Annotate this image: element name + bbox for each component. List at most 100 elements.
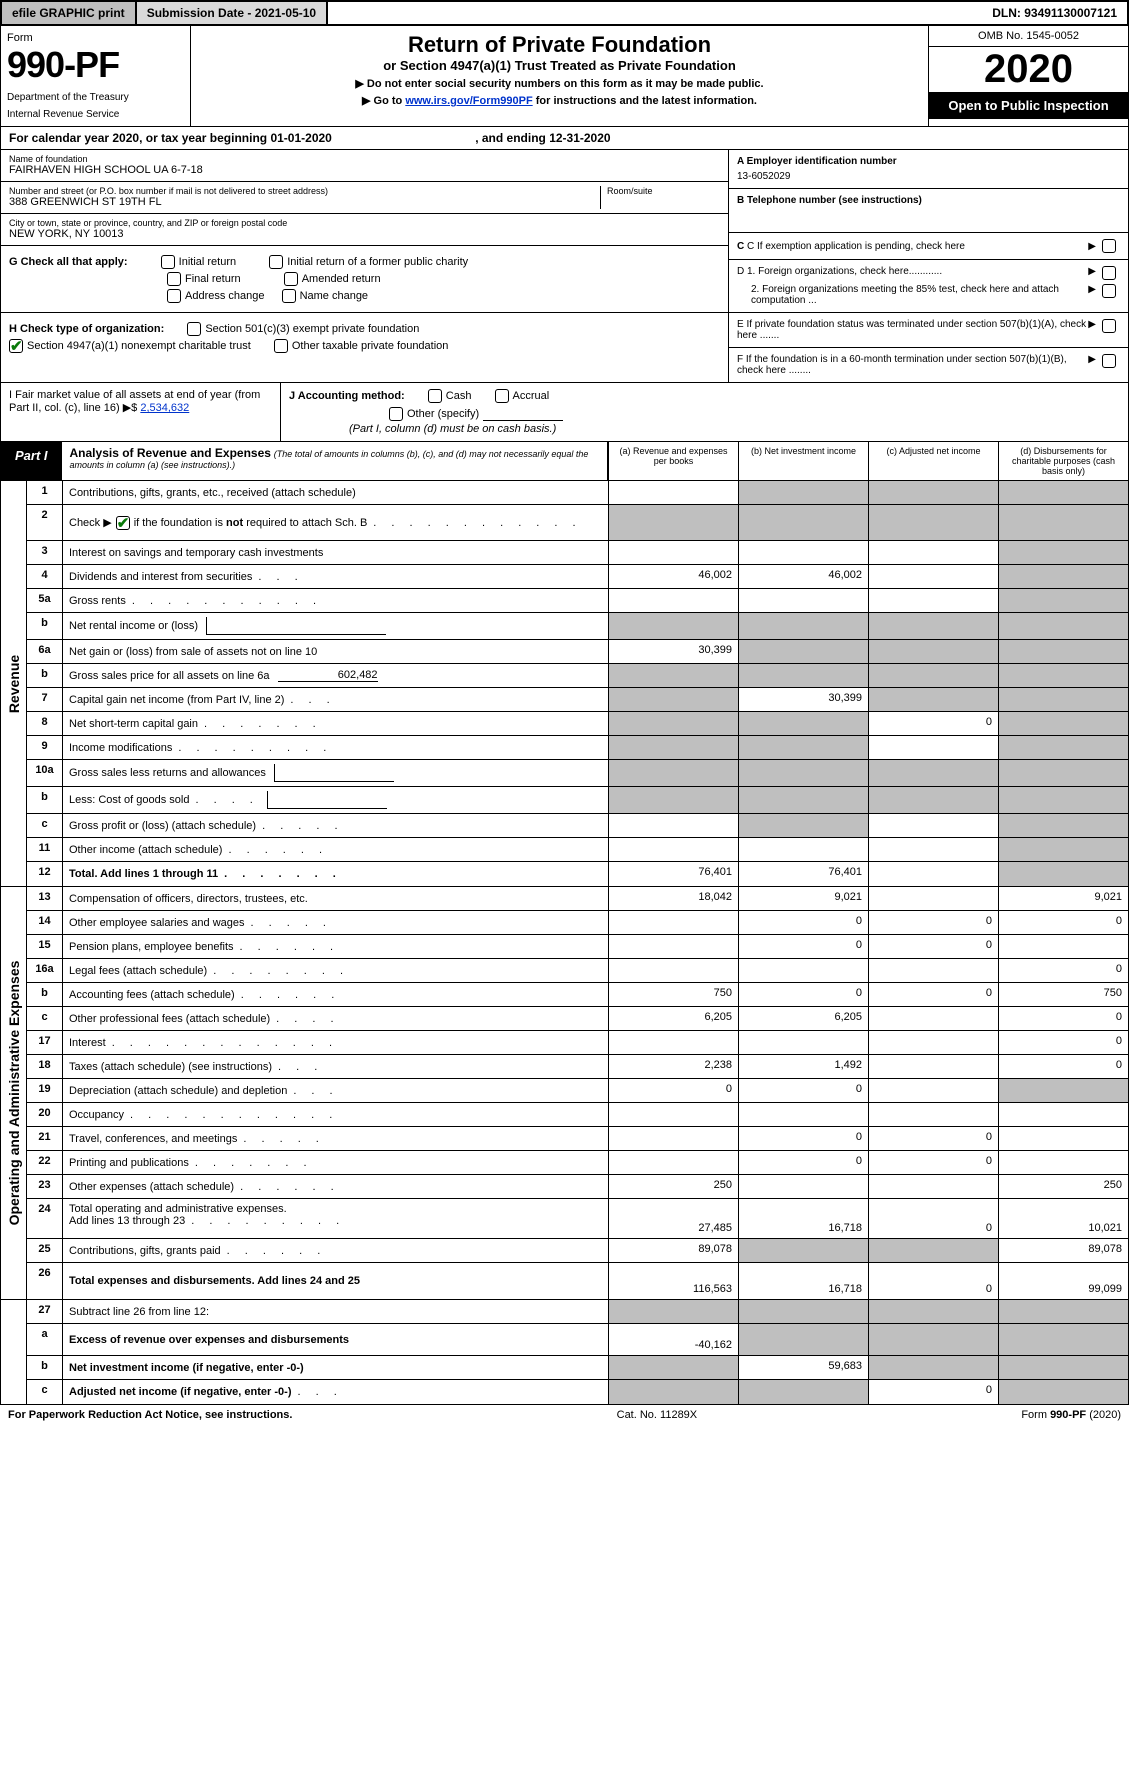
section-h: H Check type of organization: Section 50…	[1, 313, 728, 362]
city-label: City or town, state or province, country…	[9, 218, 720, 228]
c-cell: C C If exemption application is pending,…	[729, 233, 1128, 260]
form-number: 990-PF	[7, 44, 184, 86]
address-cell: Number and street (or P.O. box number if…	[1, 182, 728, 214]
expenses-table: Operating and Administrative Expenses 13…	[0, 887, 1129, 1300]
foundation-name: FAIRHAVEN HIGH SCHOOL UA 6-7-18	[9, 164, 720, 176]
section-g: G Check all that apply: Initial return I…	[1, 246, 728, 313]
revenue-table: Revenue 1Contributions, gifts, grants, e…	[0, 481, 1129, 887]
opt-amended: Amended return	[302, 273, 381, 285]
addr-label: Number and street (or P.O. box number if…	[9, 186, 600, 196]
tax-year: 2020	[929, 47, 1128, 92]
opt-cash: Cash	[446, 390, 472, 402]
col-headers: (a) Revenue and expenses per books (b) N…	[607, 442, 1128, 480]
row-13: Compensation of officers, directors, tru…	[63, 887, 608, 910]
opt-initial: Initial return	[179, 256, 236, 268]
chk-501c3[interactable]	[187, 322, 201, 336]
row-9: Income modifications. . . . . . . . .	[63, 736, 608, 759]
chk-name-change[interactable]	[282, 289, 296, 303]
room-label: Room/suite	[607, 186, 720, 196]
fmv-value: 2,534,632	[140, 402, 189, 414]
opt-other-taxable: Other taxable private foundation	[292, 340, 449, 352]
footer-mid: Cat. No. 11289X	[617, 1409, 698, 1421]
opt-addr-change: Address change	[185, 290, 265, 302]
foundation-name-cell: Name of foundation FAIRHAVEN HIGH SCHOOL…	[1, 150, 728, 182]
row-25: Contributions, gifts, grants paid. . . .…	[63, 1239, 608, 1262]
row-10b: Less: Cost of goods sold. . . .	[63, 787, 608, 813]
chk-schb[interactable]	[116, 516, 130, 530]
row-12: Total. Add lines 1 through 11. . . . . .…	[63, 862, 608, 886]
chk-other-taxable[interactable]	[274, 339, 288, 353]
chk-d1[interactable]	[1102, 266, 1116, 280]
chk-other-acct[interactable]	[389, 407, 403, 421]
row-19: Depreciation (attach schedule) and deple…	[63, 1079, 608, 1102]
efile-button[interactable]: efile GRAPHIC print	[2, 2, 137, 24]
j-label: J Accounting method:	[289, 390, 405, 402]
top-bar: efile GRAPHIC print Submission Date - 20…	[0, 0, 1129, 26]
row-3: Interest on savings and temporary cash i…	[63, 541, 608, 564]
opt-accrual: Accrual	[513, 390, 550, 402]
col-a-hdr: (a) Revenue and expenses per books	[608, 442, 738, 480]
chk-address-change[interactable]	[167, 289, 181, 303]
side-expenses: Operating and Administrative Expenses	[1, 887, 27, 1299]
row-15: Pension plans, employee benefits. . . . …	[63, 935, 608, 958]
chk-initial-former[interactable]	[269, 255, 283, 269]
row-7: Capital gain net income (from Part IV, l…	[63, 688, 608, 711]
info-grid: Name of foundation FAIRHAVEN HIGH SCHOOL…	[0, 150, 1129, 383]
info-right: A Employer identification number 13-6052…	[728, 150, 1128, 382]
year-block: OMB No. 1545-0052 2020 Open to Public In…	[928, 26, 1128, 126]
row-27b: Net investment income (if negative, ente…	[63, 1356, 608, 1379]
section-i: I Fair market value of all assets at end…	[1, 383, 281, 441]
chk-d2[interactable]	[1102, 284, 1116, 298]
line-27-block: 27Subtract line 26 from line 12: aExcess…	[0, 1300, 1129, 1405]
tel-label: B Telephone number (see instructions)	[737, 195, 1120, 206]
ein-value: 13-6052029	[737, 171, 1120, 182]
city-cell: City or town, state or province, country…	[1, 214, 728, 246]
opt-other-acct: Other (specify)	[407, 408, 479, 420]
info-left: Name of foundation FAIRHAVEN HIGH SCHOOL…	[1, 150, 728, 382]
note-2-pre: ▶ Go to	[362, 95, 405, 107]
submission-date: Submission Date - 2021-05-10	[137, 2, 328, 24]
side-blank	[1, 1300, 27, 1404]
chk-f[interactable]	[1102, 354, 1116, 368]
c-label: C If exemption application is pending, c…	[747, 241, 965, 252]
row-4: Dividends and interest from securities. …	[63, 565, 608, 588]
row-26: Total expenses and disbursements. Add li…	[63, 1263, 608, 1299]
tel-cell: B Telephone number (see instructions)	[729, 189, 1128, 233]
chk-initial-return[interactable]	[161, 255, 175, 269]
row-17: Interest. . . . . . . . . . . . .	[63, 1031, 608, 1054]
col-d-hdr: (d) Disbursements for charitable purpose…	[998, 442, 1128, 480]
row-2: Check ▶ if the foundation is not require…	[63, 505, 608, 540]
omb-number: OMB No. 1545-0052	[929, 26, 1128, 47]
note-1: ▶ Do not enter social security numbers o…	[197, 77, 922, 90]
chk-accrual[interactable]	[495, 389, 509, 403]
row-10c: Gross profit or (loss) (attach schedule)…	[63, 814, 608, 837]
cal-pre: For calendar year 2020, or tax year begi…	[9, 131, 270, 145]
open-inspection: Open to Public Inspection	[929, 92, 1128, 119]
row-16a: Legal fees (attach schedule). . . . . . …	[63, 959, 608, 982]
dept-treasury: Department of the Treasury	[7, 92, 184, 103]
form-link[interactable]: www.irs.gov/Form990PF	[405, 95, 532, 107]
title-main: Return of Private Foundation	[197, 32, 922, 58]
name-label: Name of foundation	[9, 154, 720, 164]
chk-final-return[interactable]	[167, 272, 181, 286]
side-revenue: Revenue	[1, 481, 27, 886]
chk-amended[interactable]	[284, 272, 298, 286]
row-10a: Gross sales less returns and allowances	[63, 760, 608, 786]
ein-cell: A Employer identification number 13-6052…	[729, 150, 1128, 189]
opt-501c3: Section 501(c)(3) exempt private foundat…	[205, 323, 419, 335]
cal-end: 12-31-2020	[549, 131, 610, 145]
chk-cash[interactable]	[428, 389, 442, 403]
h-label: H Check type of organization:	[9, 323, 164, 335]
form-word: Form	[7, 32, 184, 44]
chk-c[interactable]	[1102, 239, 1116, 253]
chk-e[interactable]	[1102, 319, 1116, 333]
d1-label: D 1. Foreign organizations, check here..…	[737, 266, 1088, 280]
dln-label: DLN: 93491130007121	[982, 2, 1127, 24]
d-cell: D 1. Foreign organizations, check here..…	[729, 260, 1128, 313]
row-16c: Other professional fees (attach schedule…	[63, 1007, 608, 1030]
city-value: NEW YORK, NY 10013	[9, 228, 720, 240]
chk-4947a1[interactable]	[9, 339, 23, 353]
side-expenses-text: Operating and Administrative Expenses	[6, 961, 22, 1226]
row-5b: Net rental income or (loss)	[63, 613, 608, 639]
side-revenue-text: Revenue	[6, 654, 22, 712]
